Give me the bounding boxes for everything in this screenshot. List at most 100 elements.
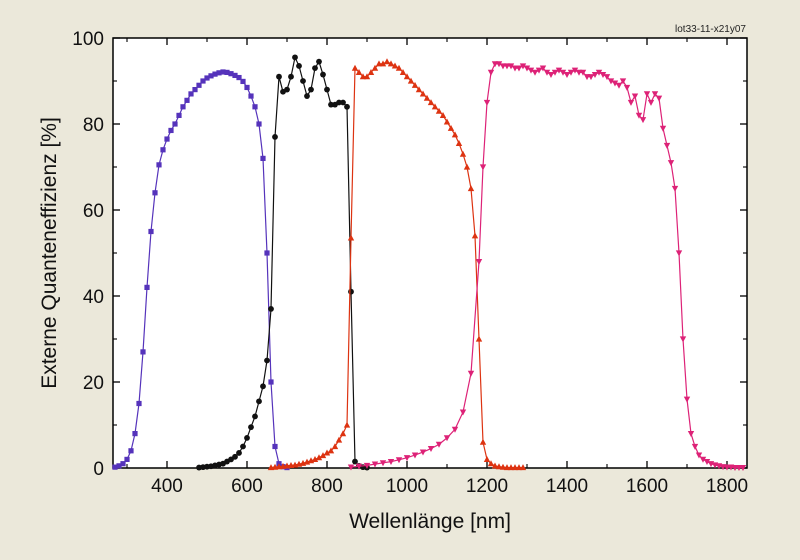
data-point (144, 284, 150, 290)
data-point (116, 463, 122, 469)
data-point (383, 58, 391, 65)
data-point (491, 462, 499, 469)
y-tick-label: 20 (83, 373, 104, 394)
data-point (467, 370, 475, 377)
series-3 (267, 58, 527, 471)
data-point (320, 71, 326, 78)
data-point (419, 90, 427, 97)
data-point (411, 81, 419, 88)
data-point (284, 86, 290, 93)
data-point (124, 456, 130, 462)
data-point (479, 164, 487, 171)
data-point (579, 69, 587, 76)
data-point (411, 452, 419, 459)
data-point (447, 124, 455, 131)
data-point (300, 78, 306, 84)
data-point (340, 99, 346, 106)
data-point (563, 71, 571, 78)
data-point (583, 74, 591, 81)
x-tick-label: 400 (151, 476, 183, 497)
data-point (403, 73, 411, 80)
data-point (443, 118, 451, 125)
data-point (591, 71, 599, 78)
data-point (687, 431, 695, 437)
data-point (515, 65, 523, 72)
x-tick-label: 600 (231, 476, 263, 497)
data-point (507, 464, 515, 471)
data-point (168, 127, 174, 134)
data-point (475, 259, 483, 265)
data-point (176, 112, 182, 118)
data-point (335, 436, 343, 443)
data-point (352, 458, 358, 465)
data-point (603, 74, 611, 81)
data-point (683, 396, 691, 403)
data-point (439, 112, 447, 118)
data-point (212, 71, 218, 77)
data-point (519, 63, 527, 70)
series-2 (196, 54, 370, 471)
data-point (351, 64, 359, 71)
data-point (655, 95, 663, 102)
plot-area (112, 37, 748, 469)
data-point (371, 64, 379, 71)
data-point (339, 430, 347, 437)
series-1 (112, 69, 290, 471)
data-point (264, 250, 270, 256)
data-point (471, 232, 479, 239)
data-point (252, 104, 258, 110)
data-point (427, 99, 435, 106)
data-point (739, 464, 747, 471)
data-point (643, 91, 651, 98)
data-point (527, 67, 535, 74)
data-point (188, 91, 194, 97)
data-point (395, 64, 403, 71)
data-point (323, 449, 331, 456)
data-point (619, 78, 627, 85)
data-point (268, 306, 274, 312)
data-point (559, 69, 567, 76)
data-point (240, 78, 246, 85)
axis-ticks: 400 600 800 1000 1200 1400 1600 1800 0 20 40 60 80 10… (72, 29, 748, 497)
data-point (567, 69, 575, 76)
series-4 (347, 61, 747, 471)
data-point (128, 448, 134, 454)
data-point (260, 383, 266, 390)
data-point (595, 69, 603, 76)
data-point (324, 86, 330, 93)
data-point (252, 413, 258, 420)
data-point (367, 69, 375, 75)
figure-id-label: lot33-11-x21y07 (675, 24, 746, 35)
data-point (236, 74, 242, 81)
data-point (691, 443, 699, 450)
data-point (543, 69, 551, 76)
data-point (435, 107, 443, 114)
data-point (355, 69, 363, 75)
data-point (507, 63, 515, 70)
data-point (120, 461, 126, 467)
data-point (315, 454, 323, 461)
data-point (240, 443, 246, 450)
y-tick-label: 80 (83, 115, 104, 136)
data-point (403, 455, 411, 462)
data-point (535, 67, 543, 74)
data-point (487, 69, 495, 76)
data-point (200, 78, 206, 84)
data-point (671, 185, 679, 192)
data-point (311, 456, 319, 462)
data-point (208, 73, 214, 79)
data-point (363, 462, 371, 469)
data-point (156, 162, 162, 168)
data-point (355, 463, 363, 470)
data-point (327, 447, 335, 454)
data-point (112, 464, 118, 470)
data-point (467, 185, 475, 192)
data-point (272, 134, 278, 140)
data-point (268, 379, 274, 385)
data-point (160, 147, 166, 153)
data-point (220, 69, 226, 75)
data-point (140, 349, 146, 355)
data-point (723, 464, 731, 471)
data-point (463, 163, 471, 170)
